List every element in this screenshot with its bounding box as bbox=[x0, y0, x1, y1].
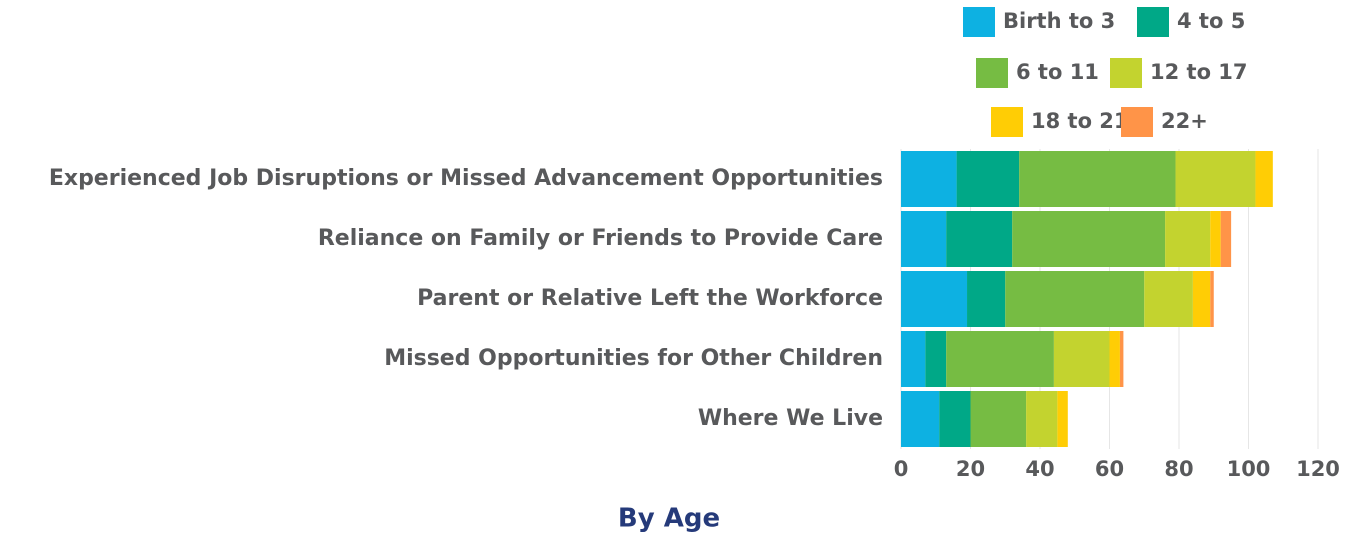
bar-segment bbox=[970, 391, 1027, 447]
legend-swatch bbox=[963, 7, 995, 37]
legend-label: 4 to 5 bbox=[1177, 9, 1245, 33]
bar-segment bbox=[1175, 151, 1256, 207]
legend-swatch bbox=[991, 107, 1023, 137]
bar-segment bbox=[1119, 331, 1124, 387]
bar-segment bbox=[939, 391, 971, 447]
legend-label: 6 to 11 bbox=[1016, 60, 1099, 84]
bar-segment bbox=[1012, 211, 1166, 267]
x-tick-label: 100 bbox=[1227, 457, 1271, 481]
x-tick-label: 80 bbox=[1164, 457, 1193, 481]
bar-segment bbox=[901, 211, 947, 267]
bar-segment bbox=[901, 391, 940, 447]
y-tick-label: Missed Opportunities for Other Children bbox=[384, 346, 883, 371]
bar-segment bbox=[967, 271, 1006, 327]
legend-swatch bbox=[1137, 7, 1169, 37]
bar-segment bbox=[901, 271, 968, 327]
x-tick-label: 60 bbox=[1095, 457, 1124, 481]
x-tick-label: 40 bbox=[1025, 457, 1054, 481]
bar-segment bbox=[1026, 391, 1058, 447]
bar-segment bbox=[946, 331, 1054, 387]
y-tick-label: Reliance on Family or Friends to Provide… bbox=[318, 226, 883, 251]
legend-label: 22+ bbox=[1161, 109, 1208, 133]
legend-swatch bbox=[1121, 107, 1153, 137]
bar-segment bbox=[1165, 211, 1211, 267]
bar-segment bbox=[1192, 271, 1211, 327]
bar-segment bbox=[1144, 271, 1193, 327]
bar-segment bbox=[901, 331, 926, 387]
legend-swatch bbox=[976, 58, 1008, 88]
bar-segment bbox=[946, 211, 1013, 267]
bar-segment bbox=[1053, 331, 1110, 387]
bar-segment bbox=[1255, 151, 1273, 207]
bar-segment bbox=[1210, 271, 1214, 327]
bar-segment bbox=[956, 151, 1020, 207]
legend-label: 18 to 21 bbox=[1031, 109, 1129, 133]
bar-segment bbox=[1057, 391, 1068, 447]
x-tick-label: 120 bbox=[1296, 457, 1340, 481]
x-tick-label: 0 bbox=[894, 457, 909, 481]
bar-segment bbox=[901, 151, 957, 207]
bar-segment bbox=[925, 331, 947, 387]
chart-title: By Age bbox=[618, 504, 720, 534]
x-tick-label: 20 bbox=[956, 457, 985, 481]
bar-segment bbox=[1005, 271, 1145, 327]
legend-label: 12 to 17 bbox=[1150, 60, 1248, 84]
legend-swatch bbox=[1110, 58, 1142, 88]
bar-segment bbox=[1210, 211, 1221, 267]
bar-segment bbox=[1220, 211, 1232, 267]
bar-segment bbox=[1109, 331, 1120, 387]
y-tick-label: Experienced Job Disruptions or Missed Ad… bbox=[49, 166, 883, 191]
y-tick-label: Where We Live bbox=[698, 406, 883, 431]
y-tick-label: Parent or Relative Left the Workforce bbox=[417, 286, 883, 311]
legend-label: Birth to 3 bbox=[1003, 9, 1115, 33]
bar-segment bbox=[1019, 151, 1176, 207]
